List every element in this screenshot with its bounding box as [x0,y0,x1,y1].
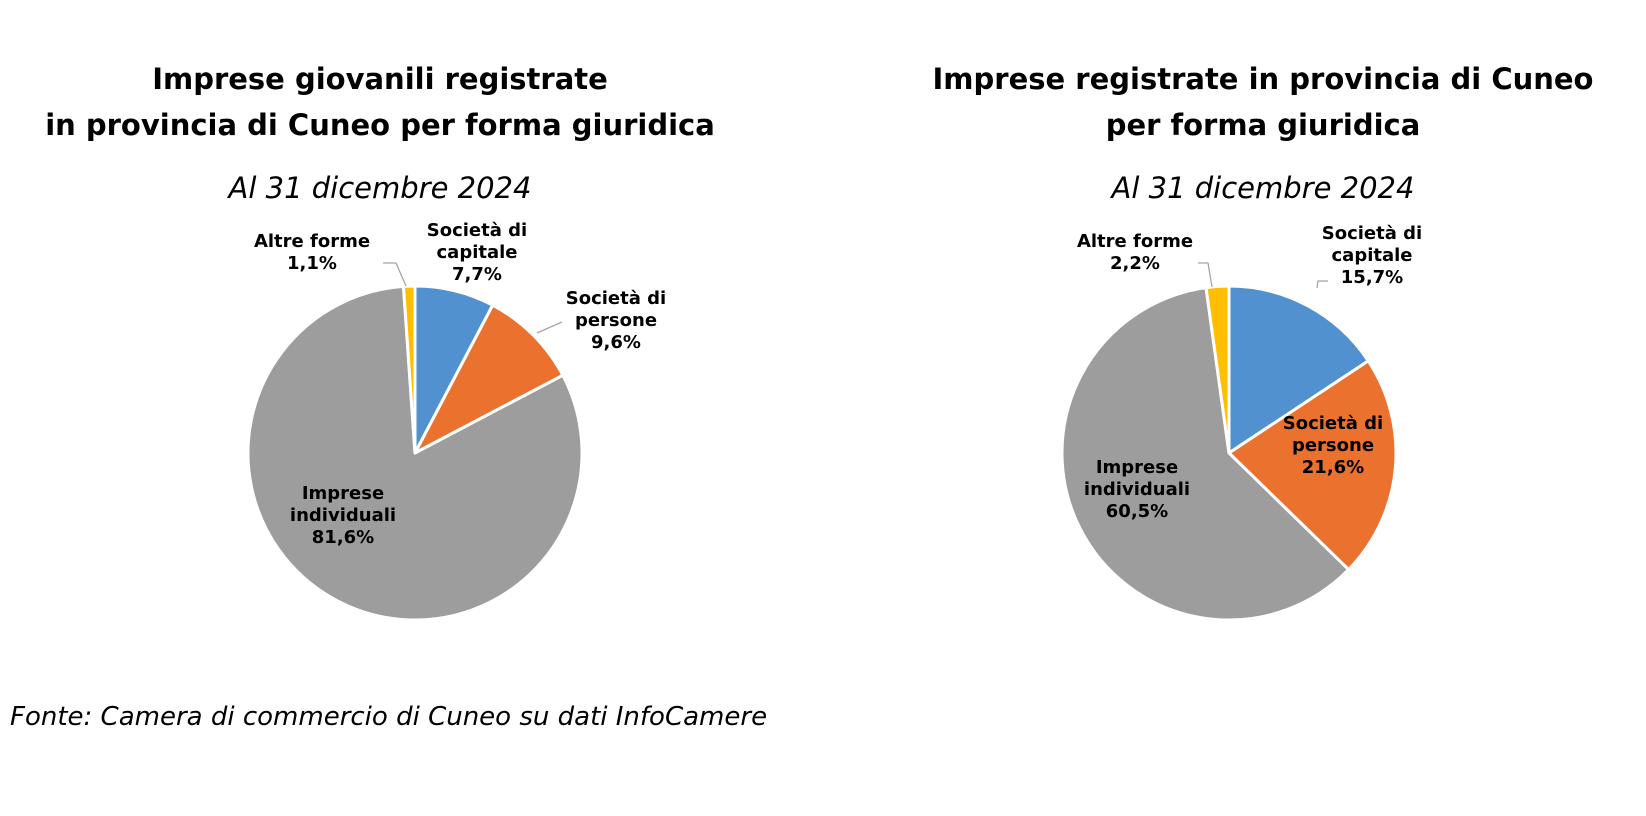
pie-slice-left-persone [413,303,565,455]
slice-label-right-capitale: Società di capitale 15,7% [1322,223,1422,288]
slice-name-right-capitale-line-2: capitale [1332,245,1413,266]
slice-name-left-capitale-line-2: capitale [437,242,518,263]
slice-name-right-persone-line-1: Società di [1283,413,1383,434]
pie-slice-left-altre [401,284,417,455]
slice-name-left-individuali-line-1: Imprese [302,483,384,504]
slice-value-left-capitale: 7,7% [452,264,502,285]
pie-slice-right-capitale [1227,284,1370,455]
slice-label-right-individuali: Imprese individuali 60,5% [1084,457,1190,522]
slice-name-left-altre-line-1: Altre forme [254,231,370,252]
chart-title-left-line-1: Imprese giovanili registrate [152,62,608,96]
leader-line-left-persone [536,321,563,334]
slice-name-left-persone-line-1: Società di [566,288,666,309]
chart-title-left-line-2: in provincia di Cuneo per forma giuridic… [45,108,715,142]
slice-name-left-individuali-line-2: individuali [290,505,396,526]
slice-value-right-capitale: 15,7% [1341,267,1403,288]
chart-title-right: Imprese registrate in provincia di Cuneo… [880,56,1646,148]
slice-label-left-individuali: Imprese individuali 81,6% [290,483,396,548]
pie-slice-right-individuali [1060,286,1351,622]
leader-line-left-altre [383,262,407,287]
chart-title-left: Imprese giovanili registrate in provinci… [0,56,760,148]
pie-chart-right: Società di capitale 15,7%Società di persone… [1060,223,1422,622]
chart-subtitle-right: Al 31 dicembre 2024 [1111,171,1415,205]
slice-value-left-persone: 9,6% [591,332,641,353]
slice-name-left-persone-line-2: persone [575,310,657,331]
slice-name-left-capitale-line-1: Società di [427,220,527,241]
slice-name-right-persone-line-2: persone [1292,435,1374,456]
slice-value-right-altre: 2,2% [1110,253,1160,274]
pie-slice-right-altre [1204,284,1231,455]
slice-label-left-altre: Altre forme 1,1% [254,231,370,274]
chart-subtitle-left: Al 31 dicembre 2024 [228,171,532,205]
slice-label-right-persone: Società di persone 21,6% [1283,413,1383,478]
slice-name-right-individuali-line-1: Imprese [1096,457,1178,478]
pie-chart-left: Società di capitale 7,7%Società di persone 9… [246,220,666,622]
slice-value-right-persone: 21,6% [1302,457,1364,478]
slice-value-right-individuali: 60,5% [1106,501,1168,522]
slice-label-left-persone: Società di persone 9,6% [566,288,666,353]
slice-label-left-capitale: Società di capitale 7,7% [427,220,527,285]
pie-slice-right-persone [1227,359,1398,572]
slice-name-right-capitale-line-1: Società di [1322,223,1422,244]
slice-value-left-individuali: 81,6% [312,527,374,548]
source-note: Fonte: Camera di commercio di Cuneo su d… [10,702,768,732]
chart-title-right-line-1: Imprese registrate in provincia di Cuneo [932,62,1594,96]
leader-line-right-altre [1198,262,1213,288]
slice-value-left-altre: 1,1% [287,253,337,274]
slice-label-right-altre: Altre forme 2,2% [1077,231,1193,274]
chart-title-right-line-2: per forma giuridica [1105,108,1421,142]
slice-name-right-individuali-line-2: individuali [1084,479,1190,500]
leader-line-right-capitale [1316,280,1328,289]
slice-name-right-altre-line-1: Altre forme [1077,231,1193,252]
